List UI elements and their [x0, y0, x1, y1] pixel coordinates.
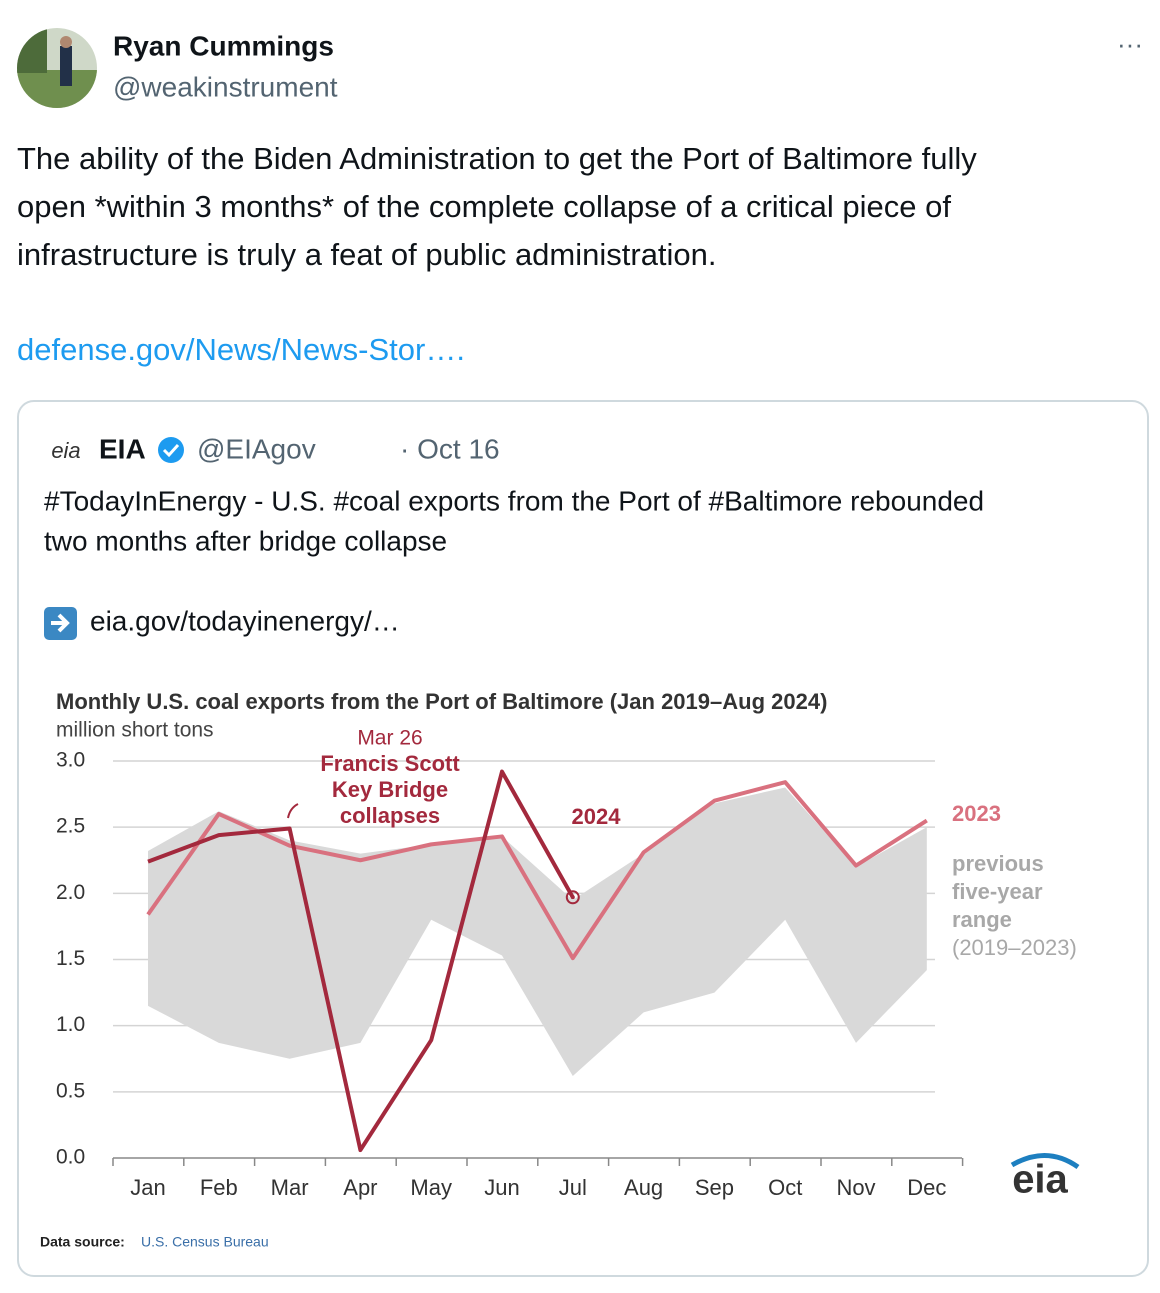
source-label: Data source: [40, 1234, 125, 1250]
annotation-date: Mar 26 [357, 727, 422, 750]
series-label: 2024 [572, 804, 622, 829]
tweet-text-line: infrastructure is truly a feat of public… [17, 237, 717, 272]
x-tick-label: Nov [836, 1175, 875, 1200]
y-axis-label: million short tons [56, 719, 214, 742]
x-tick-label: Apr [343, 1175, 377, 1200]
quote-text-line: two months after bridge collapse [44, 525, 447, 556]
range-label: previous [952, 851, 1044, 876]
y-tick-label: 1.0 [56, 1013, 85, 1036]
tweet-text-line: The ability of the Biden Administration … [17, 141, 977, 176]
quote-card[interactable] [17, 400, 1149, 1277]
eia-logo: eia [1012, 1158, 1068, 1202]
quote-name[interactable]: EIA [99, 433, 146, 464]
range-label: five-year [952, 879, 1043, 904]
x-tick-label: Jan [130, 1175, 165, 1200]
more-button[interactable]: ··· [1117, 29, 1143, 59]
quote-handle[interactable]: @EIAgov [197, 433, 316, 464]
y-tick-label: 2.0 [56, 881, 85, 904]
y-tick-label: 0.0 [56, 1146, 85, 1169]
tweet-link[interactable]: defense.gov/News/News-Stor…. [17, 332, 465, 367]
quote-logo: eia [51, 438, 80, 463]
quote-link[interactable]: eia.gov/todayinenergy/… [90, 605, 400, 636]
range-label: (2019–2023) [952, 935, 1077, 960]
x-tick-label: Jun [484, 1175, 519, 1200]
series-line [146, 780, 928, 961]
annotation-line: Key Bridge [332, 777, 448, 802]
end-marker [565, 890, 580, 905]
range-label: range [952, 907, 1012, 932]
range-band [148, 787, 927, 1076]
author-name[interactable]: Ryan Cummings [113, 30, 334, 61]
avatar[interactable] [17, 28, 97, 108]
y-tick-label: 1.5 [56, 947, 85, 970]
quote-date: · Oct 16 [400, 433, 500, 464]
arrow-emoji [44, 607, 77, 640]
y-tick-label: 0.5 [56, 1079, 85, 1102]
x-tick-label: Mar [271, 1175, 309, 1200]
chart-title: Monthly U.S. coal exports from the Port … [56, 689, 827, 714]
annotation-line: collapses [340, 803, 440, 828]
x-tick-label: Sep [695, 1175, 734, 1200]
series-line [147, 769, 575, 1153]
logo-swoosh [1010, 1153, 1080, 1170]
x-tick-label: Jul [559, 1175, 587, 1200]
end-dot [570, 895, 575, 900]
event-marker [287, 803, 299, 819]
quote-text-line: #TodayInEnergy - U.S. #coal exports from… [44, 485, 984, 516]
y-tick-label: 2.5 [56, 815, 85, 838]
series-label: 2023 [952, 801, 1001, 826]
annotation-line: Francis Scott [320, 751, 460, 776]
tweet-text-line: open *within 3 months* of the complete c… [17, 189, 951, 224]
verified-badge [158, 437, 184, 463]
x-tick-label: Dec [907, 1175, 946, 1200]
x-tick-label: May [410, 1175, 452, 1200]
chart: Monthly U.S. coal exports from the Port … [40, 689, 1080, 1250]
x-tick-label: Feb [200, 1175, 238, 1200]
author-handle[interactable]: @weakinstrument [113, 71, 338, 102]
y-tick-label: 3.0 [56, 749, 85, 772]
source-link[interactable]: U.S. Census Bureau [141, 1234, 269, 1250]
x-tick-label: Oct [768, 1175, 802, 1200]
x-tick-label: Aug [624, 1175, 663, 1200]
